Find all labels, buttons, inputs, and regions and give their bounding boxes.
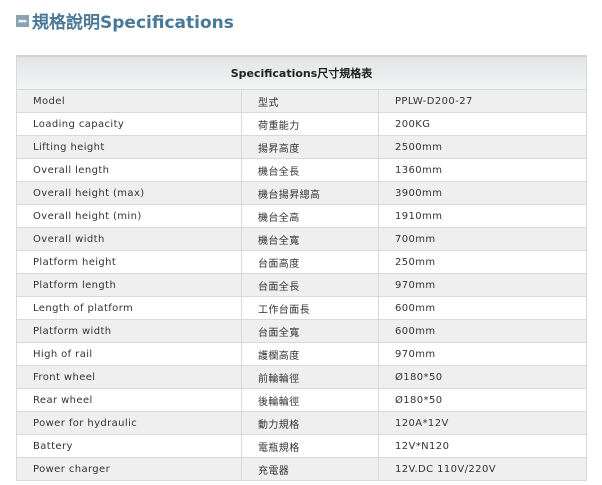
table-row: Battery 電瓶規格 12V*N120 (16, 434, 587, 458)
spec-name-zh: 台面全寬 (241, 319, 379, 343)
spec-name-en: Battery (16, 434, 242, 458)
spec-name-en: Overall height (max) (16, 181, 242, 205)
spec-value: 3900mm (378, 181, 587, 205)
triple-arrow-icon: ▸▸▸ (16, 14, 29, 27)
spec-name-en: Loading capacity (16, 112, 242, 136)
section-title-text: 規格說明Specifications (32, 13, 234, 33)
spec-name-en: Length of platform (16, 296, 242, 320)
spec-value: 1360mm (378, 158, 587, 182)
spec-name-zh: 台面高度 (241, 250, 379, 274)
spec-name-zh: 台面全長 (241, 273, 379, 297)
table-row: Overall width 機台全寬 700mm (16, 227, 587, 251)
spec-value: 200KG (378, 112, 587, 136)
spec-name-zh: 機台全高 (241, 204, 379, 228)
spec-value: PPLW-D200-27 (378, 89, 587, 113)
table-row: Platform length 台面全長 970mm (16, 273, 587, 297)
specifications-table: Specifications尺寸規格表 Model 型式 PPLW-D200-27 L… (16, 55, 587, 481)
spec-name-zh: 揚昇高度 (241, 135, 379, 159)
table-row: Power charger 充電器 12V.DC 110V/220V (16, 457, 587, 481)
spec-name-en: Platform height (16, 250, 242, 274)
spec-name-en: High of rail (16, 342, 242, 366)
spec-value: 970mm (378, 342, 587, 366)
spec-name-en: Overall length (16, 158, 242, 182)
table-row: Power for hydraulic 動力規格 120A*12V (16, 411, 587, 435)
table-header: Specifications尺寸規格表 (16, 55, 587, 90)
spec-value: 12V.DC 110V/220V (378, 457, 587, 481)
table-row: High of rail 護欄高度 970mm (16, 342, 587, 366)
spec-name-en: Platform width (16, 319, 242, 343)
spec-name-zh: 荷重能力 (241, 112, 379, 136)
table-row: Platform width 台面全寬 600mm (16, 319, 587, 343)
spec-name-zh: 後輪輪徑 (241, 388, 379, 412)
spec-name-zh: 工作台面長 (241, 296, 379, 320)
table-row: Length of platform 工作台面長 600mm (16, 296, 587, 320)
spec-name-en: Platform length (16, 273, 242, 297)
table-row: Front wheel 前輪輪徑 Ø180*50 (16, 365, 587, 389)
spec-name-zh: 充電器 (241, 457, 379, 481)
spec-name-zh: 動力規格 (241, 411, 379, 435)
spec-value: 12V*N120 (378, 434, 587, 458)
spec-value: 2500mm (378, 135, 587, 159)
spec-value: 1910mm (378, 204, 587, 228)
table-row: Overall length 機台全長 1360mm (16, 158, 587, 182)
spec-value: 700mm (378, 227, 587, 251)
table-row: Loading capacity 荷重能力 200KG (16, 112, 587, 136)
spec-name-en: Model (16, 89, 242, 113)
spec-value: 250mm (378, 250, 587, 274)
spec-name-zh: 機台揚昇總高 (241, 181, 379, 205)
spec-name-zh: 護欄高度 (241, 342, 379, 366)
table-row: Overall height (min) 機台全高 1910mm (16, 204, 587, 228)
spec-name-en: Lifting height (16, 135, 242, 159)
spec-value: 970mm (378, 273, 587, 297)
spec-name-zh: 前輪輪徑 (241, 365, 379, 389)
spec-name-zh: 機台全長 (241, 158, 379, 182)
spec-name-en: Rear wheel (16, 388, 242, 412)
spec-name-en: Overall width (16, 227, 242, 251)
spec-name-en: Power charger (16, 457, 242, 481)
spec-value: Ø180*50 (378, 388, 587, 412)
table-row: Overall height (max) 機台揚昇總高 3900mm (16, 181, 587, 205)
spec-name-en: Overall height (min) (16, 204, 242, 228)
table-row: Rear wheel 後輪輪徑 Ø180*50 (16, 388, 587, 412)
table-row: Model 型式 PPLW-D200-27 (16, 89, 587, 113)
spec-name-zh: 型式 (241, 89, 379, 113)
spec-value: 120A*12V (378, 411, 587, 435)
spec-name-zh: 電瓶規格 (241, 434, 379, 458)
section-title: ▸▸▸ 規格說明Specifications (16, 8, 234, 33)
spec-value: Ø180*50 (378, 365, 587, 389)
spec-value: 600mm (378, 296, 587, 320)
spec-name-en: Front wheel (16, 365, 242, 389)
spec-value: 600mm (378, 319, 587, 343)
table-row: Lifting height 揚昇高度 2500mm (16, 135, 587, 159)
spec-name-en: Power for hydraulic (16, 411, 242, 435)
table-row: Platform height 台面高度 250mm (16, 250, 587, 274)
spec-name-zh: 機台全寬 (241, 227, 379, 251)
